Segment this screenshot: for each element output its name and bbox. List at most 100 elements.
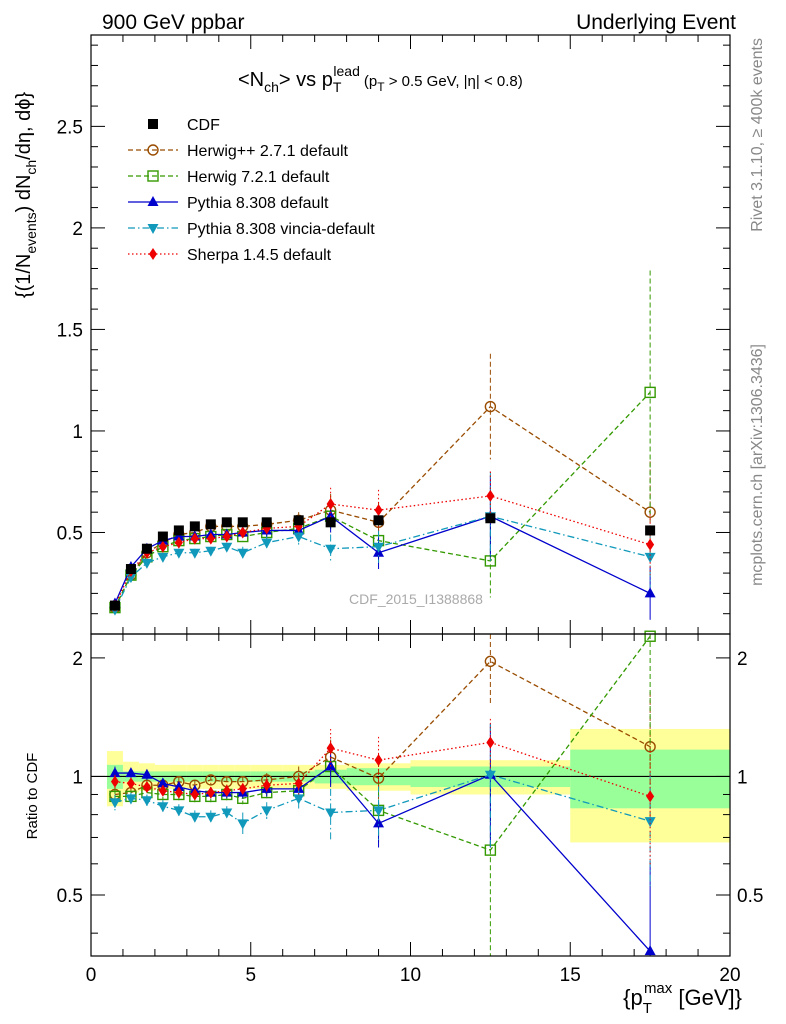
legend-label: CDF xyxy=(187,117,220,134)
legend-item-cdf: CDF xyxy=(148,117,220,134)
legend-item-herwig-2-7-1-default: Herwig++ 2.7.1 default xyxy=(128,143,349,160)
legend: CDF Herwig++ 2.7.1 default Herwig 7.2.1 de… xyxy=(128,117,375,264)
data-point xyxy=(205,546,217,557)
series-line-pythia-8-308-vincia-default xyxy=(114,515,651,610)
data-point xyxy=(190,788,199,801)
data-point xyxy=(646,790,655,803)
data-point xyxy=(158,540,167,553)
data-point xyxy=(189,812,201,823)
data-point xyxy=(222,530,231,543)
data-point xyxy=(157,552,169,563)
legend-item-sherpa-1-4-5-default: Sherpa 1.4.5 default xyxy=(128,247,332,264)
data-point xyxy=(173,781,185,792)
mcplots-source-label: mcplots.cern.ch [arXiv:1306.3436] xyxy=(749,344,766,586)
data-point xyxy=(261,517,272,528)
data-point xyxy=(174,786,183,799)
data-point xyxy=(222,784,231,797)
data-point xyxy=(261,806,273,817)
main-panel: 0.5 1 1.5 2 2.5 xyxy=(57,34,731,635)
data-point xyxy=(237,548,249,559)
legend-marker xyxy=(147,224,159,234)
data-point xyxy=(484,655,497,668)
rivet-version-label: Rivet 3.1.10, ≥ 400k events xyxy=(749,38,766,232)
data-point xyxy=(205,812,217,823)
data-point xyxy=(189,548,201,559)
main-title: <Nch> vs pTlead(pT > 0.5 GeV, |η| < 0.8) xyxy=(238,63,523,95)
data-point xyxy=(238,782,247,795)
data-point xyxy=(373,817,385,828)
data-point xyxy=(294,777,303,790)
data-point xyxy=(141,768,153,779)
data-point xyxy=(141,796,153,807)
data-point xyxy=(325,808,337,819)
data-point xyxy=(158,784,167,797)
data-point xyxy=(157,531,168,542)
analysis-watermark: CDF_2015_I1388868 xyxy=(349,591,483,607)
ratio-ylabel: Ratio to CDF xyxy=(24,753,41,840)
data-point xyxy=(206,786,215,799)
series-pythia-8-308-vincia-default xyxy=(109,723,656,889)
header-right: Underlying Event xyxy=(576,11,736,34)
y-tick-label-right: 2 xyxy=(737,649,748,670)
data-point xyxy=(221,517,232,528)
data-point xyxy=(486,489,495,502)
x-tick-label: 0 xyxy=(86,965,97,986)
legend-marker xyxy=(149,248,157,260)
data-point xyxy=(644,587,656,598)
data-point xyxy=(110,775,119,788)
legend-label: Herwig++ 2.7.1 default xyxy=(187,143,349,160)
data-point xyxy=(205,519,216,530)
data-point xyxy=(644,552,656,563)
data-point xyxy=(109,798,121,809)
y-tick-label: 2 xyxy=(72,219,83,240)
data-point xyxy=(141,543,152,554)
data-point xyxy=(484,400,497,413)
legend-label: Sherpa 1.4.5 default xyxy=(187,247,332,264)
y-tick-label-right: 0.5 xyxy=(737,886,763,907)
data-point xyxy=(141,558,153,569)
x-tick-label: 20 xyxy=(719,965,740,986)
data-point xyxy=(109,767,121,778)
data-point xyxy=(173,525,184,536)
series-herwig-7-2-1-default xyxy=(109,270,656,614)
data-point xyxy=(125,767,137,778)
y-tick-label: 0.5 xyxy=(57,886,83,907)
data-point xyxy=(646,538,655,551)
legend-label: Pythia 8.308 default xyxy=(187,195,329,212)
series-herwig-2-7-1-default xyxy=(109,353,656,614)
legend-marker xyxy=(147,196,159,206)
legend-label: Herwig 7.2.1 default xyxy=(187,169,330,186)
data-point xyxy=(325,544,337,555)
data-point xyxy=(125,794,137,805)
data-point xyxy=(485,513,496,524)
y-tick-label: 1 xyxy=(72,767,83,788)
data-point xyxy=(293,532,305,543)
x-tick-label: 5 xyxy=(245,965,256,986)
x-tick-label: 10 xyxy=(400,965,421,986)
series-line-herwig-2-7-1-default xyxy=(114,660,651,796)
data-point xyxy=(109,600,120,611)
series-line-herwig-2-7-1-default xyxy=(114,405,651,608)
y-tick-label: 0.5 xyxy=(57,523,83,544)
data-point xyxy=(221,542,233,553)
data-point xyxy=(173,530,185,541)
data-point xyxy=(189,521,200,532)
data-point xyxy=(644,817,656,828)
data-point xyxy=(237,819,249,830)
data-point xyxy=(326,498,335,511)
main-ylabel: {(1/Nevents) dNch/dη, dϕ} xyxy=(13,92,39,299)
data-point xyxy=(293,515,304,526)
data-point xyxy=(486,736,495,749)
data-point xyxy=(237,517,248,528)
data-point xyxy=(293,794,305,805)
series-line-herwig-7-2-1-default xyxy=(114,391,651,608)
data-point xyxy=(261,538,273,549)
data-point xyxy=(190,532,199,545)
data-point xyxy=(374,504,383,517)
data-point xyxy=(142,781,151,794)
y-tick-label: 1 xyxy=(72,422,83,443)
series-cdf xyxy=(109,513,656,611)
legend-label: Pythia 8.308 vincia-default xyxy=(187,221,375,238)
data-point xyxy=(484,770,496,781)
legend-item-herwig-7-2-1-default: Herwig 7.2.1 default xyxy=(128,169,330,186)
